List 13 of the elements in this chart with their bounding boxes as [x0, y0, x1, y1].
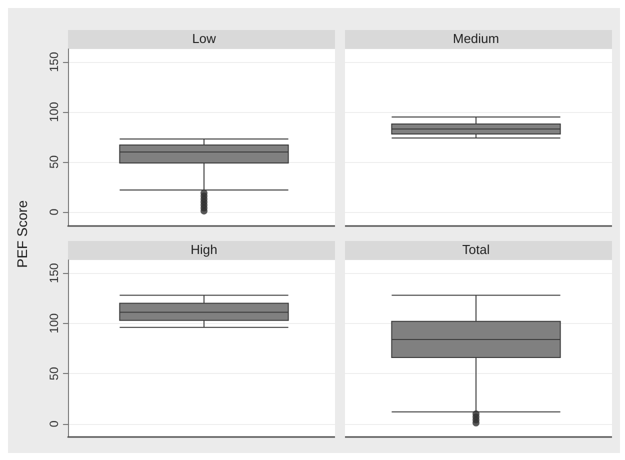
x-tick-label: Low: [192, 31, 217, 46]
y-tick-label: 150: [47, 262, 61, 284]
y-tick-label: 100: [47, 313, 61, 334]
y-tick-label: 150: [47, 52, 61, 72]
x-tick-label: High: [190, 242, 218, 257]
y-tick-label: 50: [47, 366, 61, 380]
y-tick-label: 0: [47, 420, 61, 428]
y-axis-title: PEF Score: [14, 200, 30, 268]
y-tick-label: 0: [47, 208, 61, 216]
y-tick-label: 100: [47, 102, 61, 122]
x-tick-label: Medium: [452, 31, 500, 46]
x-tick-label: Total: [462, 242, 490, 257]
y-tick-label: 50: [47, 155, 61, 169]
